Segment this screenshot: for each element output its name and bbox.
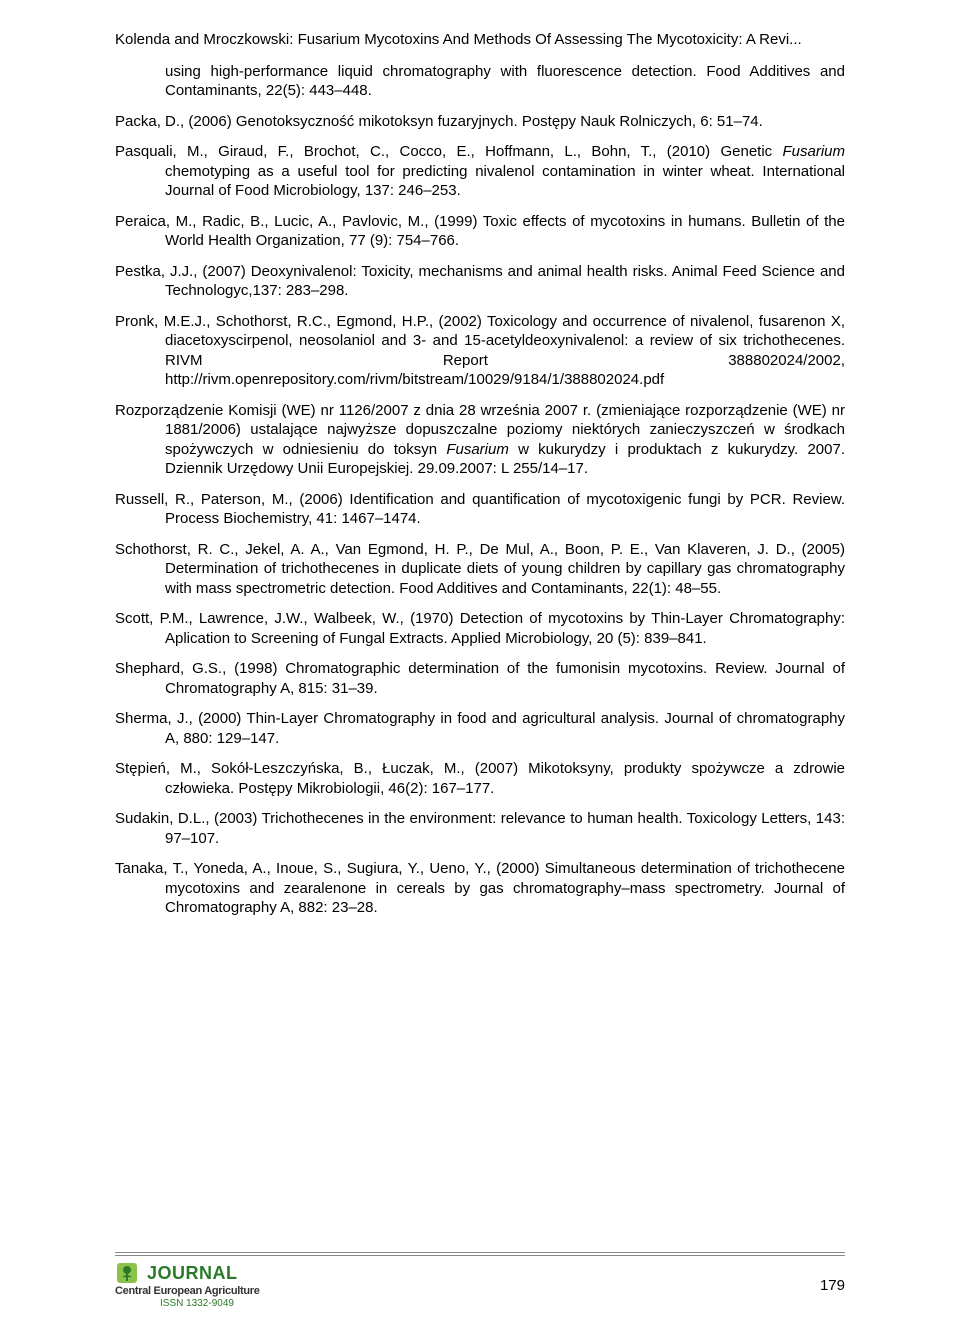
footer-divider	[115, 1252, 845, 1256]
reference-item: using high-performance liquid chromatogr…	[115, 62, 845, 101]
journal-logo: JOURNAL	[115, 1261, 260, 1285]
reference-item: Peraica, M., Radic, B., Lucic, A., Pavlo…	[115, 212, 845, 251]
reference-item: Shephard, G.S., (1998) Chromatographic d…	[115, 659, 845, 698]
reference-item: Packa, D., (2006) Genotoksyczność mikoto…	[115, 112, 845, 132]
reference-item: Pronk, M.E.J., Schothorst, R.C., Egmond,…	[115, 312, 845, 390]
journal-subtitle: Central European Agriculture	[115, 1285, 260, 1297]
reference-item: Rozporządzenie Komisji (WE) nr 1126/2007…	[115, 401, 845, 479]
page-header: Kolenda and Mroczkowski: Fusarium Mycoto…	[115, 30, 845, 50]
reference-item: Schothorst, R. C., Jekel, A. A., Van Egm…	[115, 540, 845, 599]
page-footer: JOURNAL Central European Agriculture ISS…	[115, 1252, 845, 1309]
journal-name: JOURNAL	[147, 1263, 238, 1284]
reference-item: Tanaka, T., Yoneda, A., Inoue, S., Sugiu…	[115, 859, 845, 918]
footer-logo-block: JOURNAL Central European Agriculture ISS…	[115, 1261, 260, 1309]
reference-item: Sudakin, D.L., (2003) Trichothecenes in …	[115, 809, 845, 848]
reference-item: Pestka, J.J., (2007) Deoxynivalenol: Tox…	[115, 262, 845, 301]
reference-item: Sherma, J., (2000) Thin-Layer Chromatogr…	[115, 709, 845, 748]
references-list: using high-performance liquid chromatogr…	[115, 62, 845, 918]
journal-issn: ISSN 1332-9049	[160, 1298, 260, 1309]
page-number: 179	[820, 1277, 845, 1309]
reference-item: Russell, R., Paterson, M., (2006) Identi…	[115, 490, 845, 529]
reference-item: Pasquali, M., Giraud, F., Brochot, C., C…	[115, 142, 845, 201]
journal-icon	[115, 1261, 139, 1285]
footer-content: JOURNAL Central European Agriculture ISS…	[115, 1261, 845, 1309]
reference-item: Stępień, M., Sokół-Leszczyńska, B., Łucz…	[115, 759, 845, 798]
reference-item: Scott, P.M., Lawrence, J.W., Walbeek, W.…	[115, 609, 845, 648]
